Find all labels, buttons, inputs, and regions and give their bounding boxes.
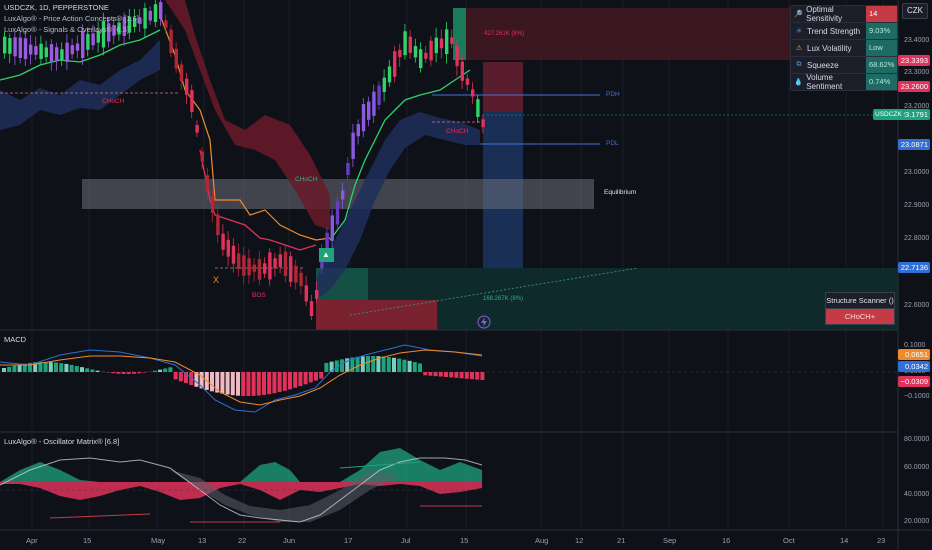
time-tick: 13 [198, 536, 207, 545]
dashboard-row-sensitivity: 🔎 Optimal Sensitivity 14 [791, 5, 897, 23]
dashboard-label: Optimal Sensitivity [806, 5, 843, 23]
buy-signal-label: ▲ [322, 250, 330, 259]
resistance-zone-marker [453, 8, 466, 60]
droplet-icon: 💧 [794, 79, 803, 86]
pdh-label: PDH [606, 91, 620, 98]
dashboard-value: 14 [866, 6, 897, 22]
squeeze-icon: ⧉ [796, 61, 802, 68]
price-tick: 23.3000 [904, 69, 930, 76]
dashboard-row-volume: 💧 Volume Sentiment 0.74% [791, 73, 897, 91]
green-trail-left [0, 29, 161, 81]
osc-tick: 20.0000 [904, 518, 930, 525]
magnifier-icon: 🔎 [794, 11, 803, 18]
price-label: 23.0871 [898, 139, 930, 150]
time-tick: 23 [877, 536, 886, 545]
price-tick: 22.8000 [904, 235, 930, 242]
x-marker: X [213, 275, 220, 285]
time-tick: Jul [401, 536, 411, 545]
macd-tick: −0.1000 [904, 393, 930, 400]
equilibrium-label: Equilibrium [604, 189, 637, 196]
osc-tick: 60.0000 [904, 464, 930, 471]
dashboard-value: 68.62% [866, 57, 897, 73]
warning-icon: ⚠ [795, 45, 803, 52]
buy-signal-marker [319, 248, 334, 262]
time-tick: 14 [840, 536, 849, 545]
structure-scanner: Structure Scanner () CHoCH+ [825, 292, 895, 325]
time-tick: Jun [283, 536, 296, 545]
choch-label-3: CHoCH [446, 128, 469, 135]
dashboard-row-volatility: ⚠ Lux Volatility Low [791, 40, 897, 57]
dashboard-row-squeeze: ⧉ Squeeze 68.62% [791, 57, 897, 74]
osc-tick: 80.0000 [904, 436, 930, 443]
green-trail-right [329, 69, 471, 241]
supply-zone-small [316, 300, 437, 330]
time-tick: May [151, 536, 166, 545]
macd-label: 0.0651 [898, 349, 930, 360]
signal-line [0, 349, 483, 406]
pdl-label: PDL [606, 140, 619, 147]
time-tick: Sep [663, 536, 677, 545]
target-bottom-label: 168.267K (8%) [483, 296, 524, 302]
bos-label: BOS [252, 292, 266, 299]
target-top-label: 427.261K (8%) [484, 31, 525, 37]
macd-tick: 0.1000 [904, 342, 926, 349]
time-tick: 12 [575, 536, 584, 545]
price-tick: 23.0000 [904, 169, 930, 176]
macd-title[interactable]: MACD [4, 335, 27, 344]
price-label: 23.1791 [898, 109, 930, 120]
trend-icon: ✳ [796, 28, 802, 35]
time-tick: 15 [460, 536, 469, 545]
choch-label-2: CHoCH [295, 176, 318, 183]
time-tick: 22 [238, 536, 247, 545]
dashboard-row-trend: ✳ Trend Strength 9.03% [791, 23, 897, 40]
pair-tag: USDCZK [873, 109, 904, 120]
dashboard-label: Lux Volatility [807, 43, 852, 53]
currency-button[interactable]: CZK [902, 3, 928, 19]
bull-ribbon-left [0, 40, 160, 130]
time-tick: 17 [344, 536, 353, 545]
choch-label-1: CHoCH [102, 98, 125, 105]
dashboard-value: 0.74% [866, 74, 897, 90]
price-label: 23.2600 [898, 81, 930, 92]
dashboard-label: Squeeze [807, 60, 839, 70]
grid [31, 0, 884, 530]
candles [3, 0, 485, 321]
dashboard-value: Low [866, 40, 897, 56]
projection-line [349, 267, 639, 316]
indicator-label-1[interactable]: LuxAlgo® - Price Action Concepts® [1.6] [4, 14, 139, 23]
price-label: 23.3393 [898, 55, 930, 66]
time-tick: Oct [783, 536, 795, 545]
dashboard-label: Volume Sentiment [806, 73, 843, 91]
time-tick: Aug [535, 536, 549, 545]
symbol-title: USDCZK, 1D, PEPPERSTONE [4, 3, 109, 12]
scanner-title: Structure Scanner () [825, 292, 895, 309]
time-tick: 16 [722, 536, 731, 545]
macd-label: 0.0342 [898, 361, 930, 372]
macd-line [0, 344, 483, 413]
macd-label: −0.0309 [898, 376, 930, 387]
dashboard-value: 9.03% [866, 23, 897, 39]
bear-ribbon [165, 0, 330, 230]
price-tick: 23.2000 [904, 103, 930, 110]
price-tick: 23.4000 [904, 37, 930, 44]
dashboard-label: Trend Strength [807, 26, 861, 36]
osc-tick: 40.0000 [904, 491, 930, 498]
price-tick: 22.9000 [904, 202, 930, 209]
time-tick: Apr [26, 536, 38, 545]
lightning-icon[interactable] [477, 315, 491, 329]
stop-zone [483, 62, 523, 112]
time-tick: 21 [617, 536, 626, 545]
price-label: 22.7136 [898, 262, 930, 273]
lux-dashboard: 🔎 Optimal Sensitivity 14 ✳ Trend Strength … [790, 5, 898, 91]
indicator-label-2[interactable]: LuxAlgo® - Signals & Overlays® [6.3] [4, 25, 129, 34]
price-tick: 22.6000 [904, 302, 930, 309]
time-tick: 15 [83, 536, 92, 545]
bull-ribbon-right [316, 112, 480, 300]
oscillator-title[interactable]: LuxAlgo® - Oscillator Matrix® [6.8] [4, 437, 120, 446]
scanner-value: CHoCH+ [825, 309, 895, 325]
oscillator-line [0, 457, 483, 523]
